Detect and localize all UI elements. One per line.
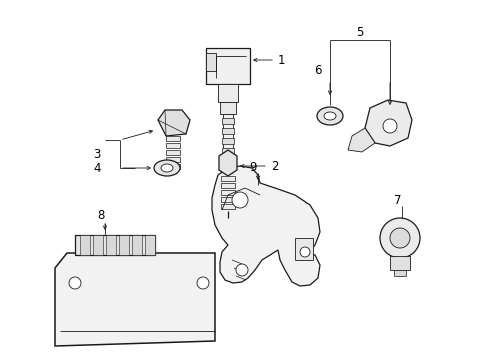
Circle shape <box>231 192 247 208</box>
Bar <box>221 190 235 195</box>
Bar <box>106 235 116 255</box>
Text: 2: 2 <box>270 159 278 172</box>
Bar <box>75 235 155 255</box>
Bar <box>221 204 235 209</box>
Bar <box>93 235 103 255</box>
Bar <box>223 114 232 159</box>
Bar <box>389 256 409 270</box>
Bar <box>221 176 235 181</box>
Ellipse shape <box>324 112 335 120</box>
Ellipse shape <box>154 160 180 176</box>
Text: 3: 3 <box>93 148 101 161</box>
Bar <box>145 235 155 255</box>
Bar <box>165 143 180 148</box>
Polygon shape <box>219 150 237 176</box>
Bar <box>222 138 234 144</box>
Text: 9: 9 <box>249 161 256 174</box>
Bar <box>80 235 90 255</box>
Circle shape <box>197 277 208 289</box>
Circle shape <box>382 119 396 133</box>
Polygon shape <box>158 110 190 136</box>
Bar <box>222 148 234 154</box>
Circle shape <box>299 247 309 257</box>
Ellipse shape <box>316 107 342 125</box>
Text: 7: 7 <box>393 194 401 207</box>
Bar <box>218 84 238 102</box>
Bar <box>119 235 129 255</box>
Circle shape <box>379 218 419 258</box>
Circle shape <box>69 277 81 289</box>
Text: 8: 8 <box>97 208 104 221</box>
Bar <box>221 197 235 202</box>
Text: 6: 6 <box>314 63 321 77</box>
Bar <box>165 150 180 155</box>
Bar <box>205 48 249 84</box>
Bar <box>220 102 236 114</box>
Circle shape <box>389 228 409 248</box>
Bar <box>205 53 216 71</box>
Text: 4: 4 <box>93 162 101 175</box>
Bar <box>222 128 234 134</box>
Circle shape <box>236 264 247 276</box>
Polygon shape <box>212 166 319 286</box>
Bar <box>221 183 235 188</box>
Bar <box>222 118 234 124</box>
Polygon shape <box>55 253 215 346</box>
Bar <box>165 157 180 162</box>
Bar <box>393 270 405 276</box>
Bar <box>165 164 180 169</box>
Bar <box>294 238 312 260</box>
Polygon shape <box>364 100 411 146</box>
Polygon shape <box>347 128 374 152</box>
Bar <box>132 235 142 255</box>
Text: 1: 1 <box>278 54 285 67</box>
Text: 5: 5 <box>356 26 363 39</box>
Bar <box>165 136 180 141</box>
Ellipse shape <box>161 164 173 172</box>
